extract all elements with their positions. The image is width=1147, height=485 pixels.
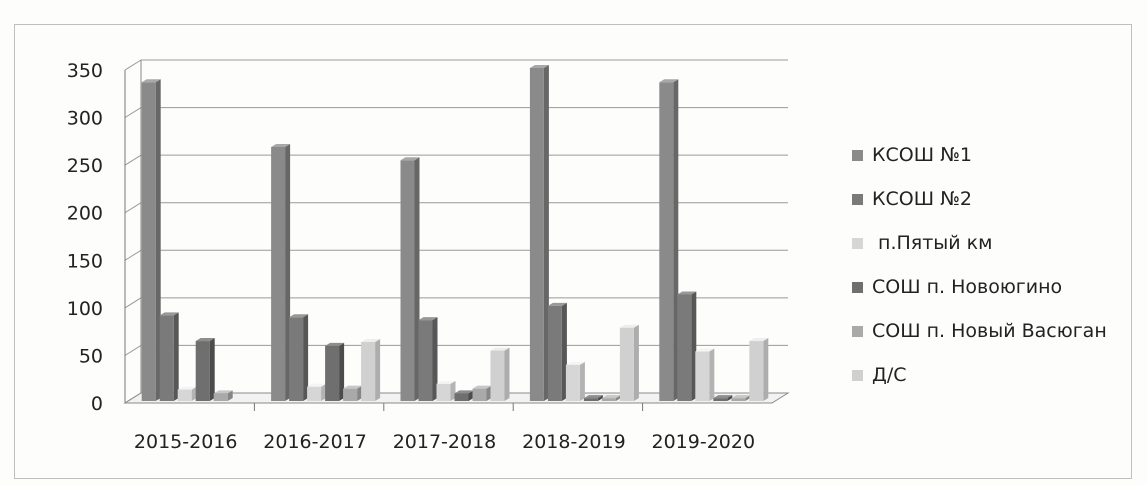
bar xyxy=(472,385,492,401)
y-tick-label: 150 xyxy=(67,250,103,272)
y-tick-label: 0 xyxy=(91,393,103,415)
bar xyxy=(659,79,679,402)
bar xyxy=(177,386,197,401)
chart-frame xyxy=(14,24,1132,479)
bar xyxy=(529,65,549,401)
bar xyxy=(713,395,733,401)
legend-swatch xyxy=(852,238,863,249)
bar xyxy=(619,324,639,401)
gridline-side xyxy=(124,107,142,118)
bar xyxy=(731,395,751,401)
legend: КСОШ №1 КСОШ №2 п.Пятый км СОШ п. Новоюгин… xyxy=(852,144,1107,386)
bar xyxy=(361,339,381,401)
legend-entry: Д/С xyxy=(872,364,907,386)
gridline-side xyxy=(124,345,142,356)
bar xyxy=(289,314,309,401)
legend-swatch xyxy=(852,194,863,205)
bar xyxy=(195,338,215,401)
x-tick-label: 2019-2020 xyxy=(652,431,756,453)
y-tick-label: 100 xyxy=(67,298,103,320)
y-tick-label: 350 xyxy=(67,60,103,82)
y-tick-label: 250 xyxy=(67,155,103,177)
bar xyxy=(159,312,179,401)
bar xyxy=(307,383,327,401)
gridline-side xyxy=(124,297,142,309)
bars xyxy=(141,65,769,402)
gridline-side xyxy=(124,59,142,71)
bar xyxy=(141,79,161,402)
legend-entry: СОШ п. Новый Васюган xyxy=(872,320,1107,342)
x-tick-label: 2018-2019 xyxy=(522,431,626,453)
bar xyxy=(343,385,363,401)
legend-entry: КСОШ №2 xyxy=(872,188,972,210)
bar xyxy=(418,317,438,401)
legend-swatch xyxy=(852,150,863,161)
bar xyxy=(213,390,233,401)
bar xyxy=(677,291,697,401)
legend-entry: КСОШ №1 xyxy=(872,144,972,166)
bar xyxy=(583,395,603,401)
gridline-side xyxy=(124,154,142,166)
y-tick-label: 200 xyxy=(67,203,103,225)
gridline-side xyxy=(124,202,142,214)
legend-swatch xyxy=(852,326,863,337)
x-tick-label: 2016-2017 xyxy=(263,431,367,453)
bar xyxy=(436,380,456,401)
legend-entry: СОШ п. Новоюгино xyxy=(872,276,1062,298)
bar xyxy=(695,348,715,401)
x-tick-labels: 2015-2016 2016-2017 2017-2018 2018-2019 2019… xyxy=(134,431,755,453)
bar xyxy=(749,338,769,401)
x-tick-label: 2017-2018 xyxy=(393,431,497,453)
bar xyxy=(454,390,474,401)
bar xyxy=(565,361,585,401)
bar xyxy=(490,347,510,401)
bar xyxy=(400,157,420,401)
legend-entry: п.Пятый км xyxy=(872,232,993,254)
y-tick-labels: 0 50 100 150 200 250 300 350 xyxy=(67,60,103,415)
y-tick-label: 50 xyxy=(79,345,103,367)
legend-swatch xyxy=(852,370,863,381)
y-tick-label: 300 xyxy=(67,108,103,130)
gridline-side xyxy=(124,249,142,261)
x-tick-label: 2015-2016 xyxy=(134,431,238,453)
bar xyxy=(325,342,345,401)
legend-swatch xyxy=(852,282,863,293)
bar xyxy=(547,302,567,401)
bar xyxy=(271,143,291,401)
bar xyxy=(601,395,621,401)
